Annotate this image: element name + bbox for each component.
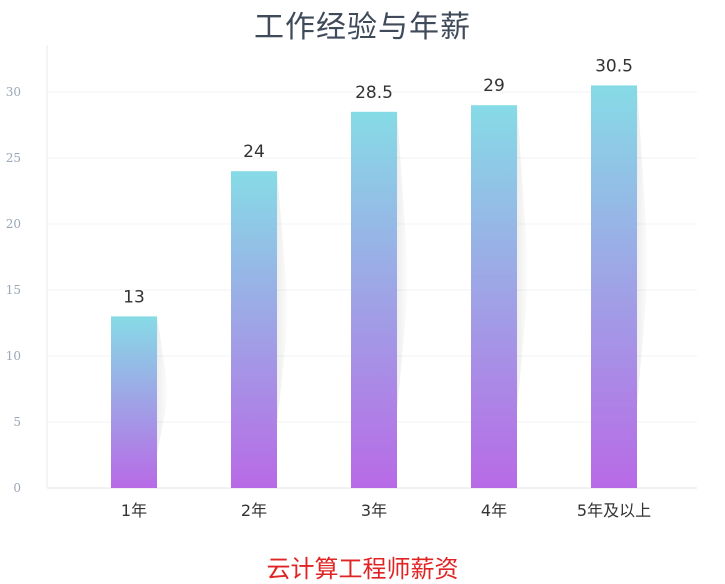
data-label: 30.5	[595, 56, 633, 76]
y-tick-label: 30	[6, 85, 21, 99]
data-label: 24	[243, 142, 265, 162]
bar-shadow	[397, 111, 409, 413]
bar	[231, 171, 277, 488]
x-tick-label: 5年及以上	[577, 501, 651, 520]
x-tick-label: 4年	[481, 501, 507, 520]
data-label: 29	[483, 76, 505, 96]
bar	[591, 85, 637, 489]
y-tick-label: 5	[13, 415, 21, 429]
bar	[471, 105, 517, 488]
bar-shadow	[277, 171, 289, 425]
y-tick-label: 15	[6, 283, 21, 297]
y-tick-label: 20	[6, 217, 21, 231]
y-tick-label: 0	[13, 481, 21, 495]
x-tick-label: 1年	[121, 501, 147, 520]
chart-footer-caption: 云计算工程师薪资	[266, 555, 459, 583]
bar-shadow	[517, 105, 529, 412]
bar-shadow	[637, 85, 649, 408]
x-tick-label: 2年	[241, 501, 267, 520]
data-label: 28.5	[355, 83, 393, 103]
bar-shadow	[157, 316, 169, 454]
data-label: 13	[123, 287, 145, 307]
bar	[351, 111, 397, 489]
chart-title: 工作经验与年薪	[254, 10, 471, 45]
y-tick-label: 25	[6, 151, 21, 165]
y-tick-label: 10	[6, 349, 21, 363]
bar	[111, 316, 157, 488]
x-tick-label: 3年	[361, 501, 387, 520]
